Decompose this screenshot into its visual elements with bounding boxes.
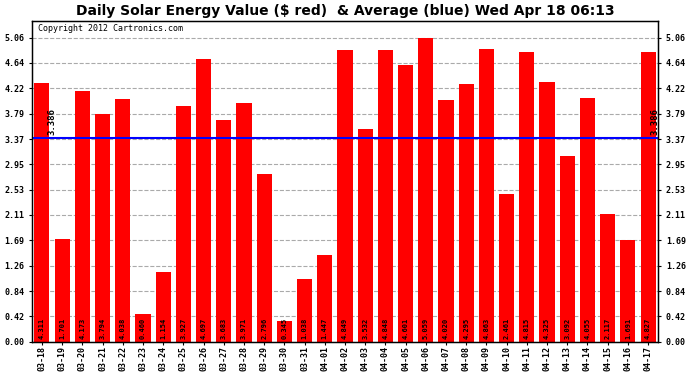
- Text: 4.325: 4.325: [544, 317, 550, 339]
- Text: 3.794: 3.794: [99, 317, 106, 339]
- Bar: [155, 272, 170, 342]
- Bar: [55, 239, 70, 342]
- Bar: [216, 120, 231, 342]
- Bar: [560, 156, 575, 342]
- Bar: [640, 51, 656, 342]
- Text: 4.697: 4.697: [201, 317, 206, 339]
- Bar: [479, 50, 494, 342]
- Text: 2.117: 2.117: [604, 317, 611, 339]
- Text: 3.092: 3.092: [564, 317, 570, 339]
- Text: 1.038: 1.038: [302, 317, 308, 339]
- Text: 4.827: 4.827: [645, 317, 651, 339]
- Text: 0.460: 0.460: [140, 317, 146, 339]
- Text: 3.386: 3.386: [48, 108, 57, 135]
- Bar: [520, 52, 535, 342]
- Text: 4.020: 4.020: [443, 317, 449, 339]
- Bar: [580, 98, 595, 342]
- Bar: [337, 50, 353, 342]
- Bar: [317, 255, 333, 342]
- Bar: [135, 314, 150, 342]
- Bar: [459, 84, 474, 342]
- Text: 3.971: 3.971: [241, 317, 247, 339]
- Bar: [34, 82, 50, 342]
- Bar: [499, 194, 514, 342]
- Text: 0.345: 0.345: [282, 317, 287, 339]
- Text: 3.683: 3.683: [221, 317, 227, 339]
- Text: 4.849: 4.849: [342, 317, 348, 339]
- Text: 4.295: 4.295: [463, 317, 469, 339]
- Bar: [75, 91, 90, 342]
- Text: 3.927: 3.927: [180, 317, 186, 339]
- Bar: [237, 103, 252, 342]
- Bar: [398, 65, 413, 342]
- Bar: [115, 99, 130, 342]
- Bar: [357, 129, 373, 342]
- Text: 4.848: 4.848: [382, 317, 388, 339]
- Bar: [297, 279, 312, 342]
- Title: Daily Solar Energy Value ($ red)  & Average (blue) Wed Apr 18 06:13: Daily Solar Energy Value ($ red) & Avera…: [76, 4, 614, 18]
- Text: 4.815: 4.815: [524, 317, 530, 339]
- Bar: [620, 240, 635, 342]
- Text: 4.601: 4.601: [403, 317, 408, 339]
- Text: 4.863: 4.863: [484, 317, 489, 339]
- Text: 3.386: 3.386: [650, 108, 659, 135]
- Text: 4.311: 4.311: [39, 317, 45, 339]
- Bar: [600, 214, 615, 342]
- Bar: [176, 106, 191, 342]
- Text: 1.701: 1.701: [59, 317, 65, 339]
- Text: 4.055: 4.055: [584, 317, 591, 339]
- Text: 1.154: 1.154: [160, 317, 166, 339]
- Bar: [277, 321, 292, 342]
- Bar: [378, 50, 393, 342]
- Bar: [257, 174, 272, 342]
- Text: 1.691: 1.691: [625, 317, 631, 339]
- Bar: [418, 38, 433, 342]
- Bar: [196, 59, 211, 342]
- Text: 4.038: 4.038: [120, 317, 126, 339]
- Text: 2.796: 2.796: [262, 317, 267, 339]
- Bar: [540, 82, 555, 342]
- Bar: [438, 100, 453, 342]
- Text: 4.173: 4.173: [79, 317, 86, 339]
- Text: 5.059: 5.059: [423, 317, 428, 339]
- Text: Copyright 2012 Cartronics.com: Copyright 2012 Cartronics.com: [38, 24, 183, 33]
- Bar: [95, 114, 110, 342]
- Text: 1.447: 1.447: [322, 317, 328, 339]
- Text: 3.532: 3.532: [362, 317, 368, 339]
- Text: 2.461: 2.461: [504, 317, 510, 339]
